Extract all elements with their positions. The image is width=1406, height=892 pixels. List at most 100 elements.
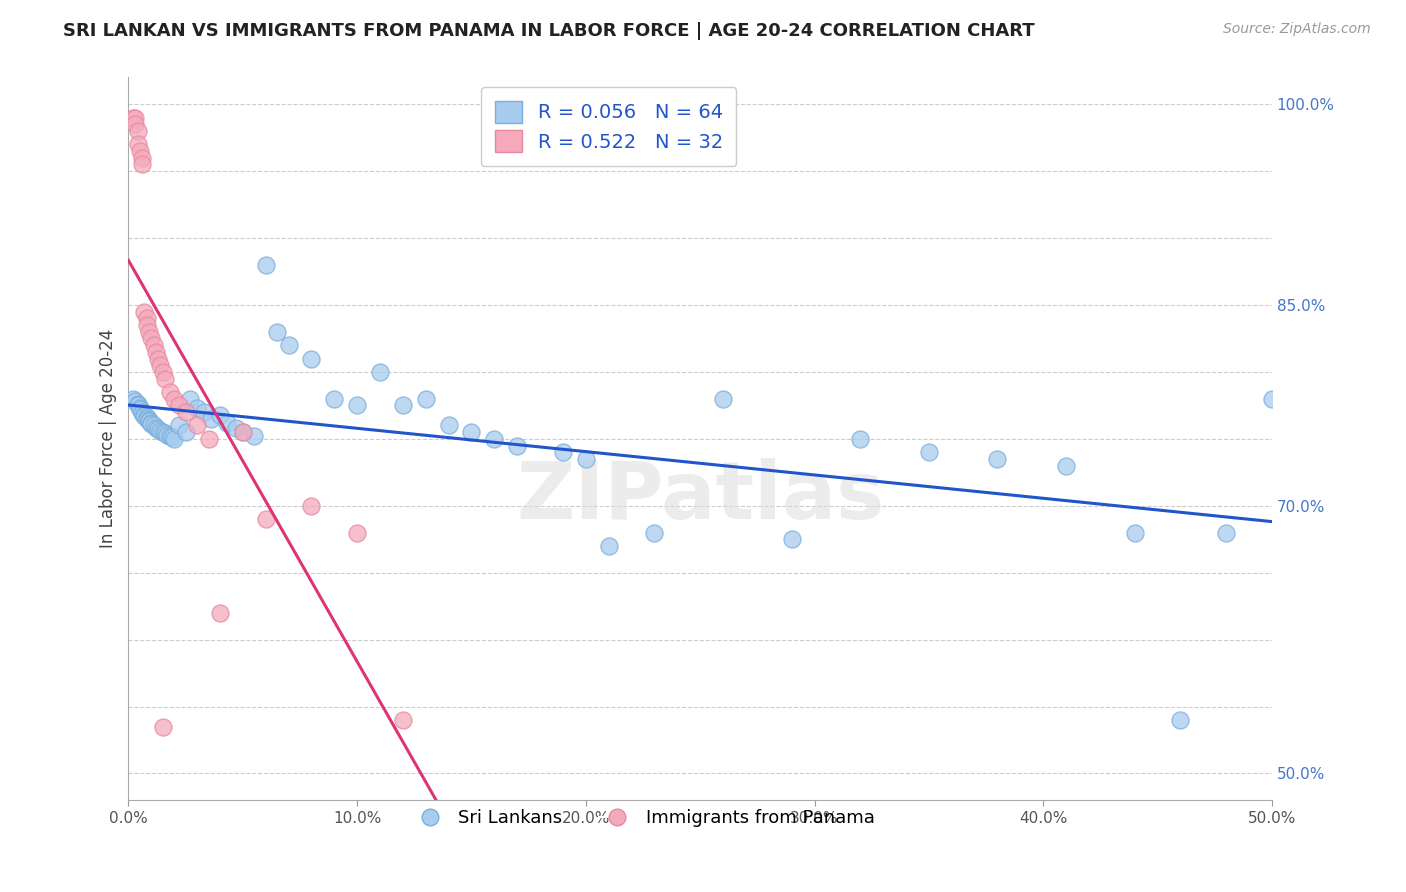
Point xyxy=(186,401,208,415)
Point xyxy=(174,425,197,439)
Point xyxy=(159,429,181,443)
Point xyxy=(299,351,322,366)
Point xyxy=(346,398,368,412)
Point xyxy=(160,430,183,444)
Point xyxy=(153,371,176,385)
Point xyxy=(484,432,506,446)
Point xyxy=(225,421,247,435)
Point xyxy=(127,398,149,412)
Point xyxy=(243,429,266,443)
Point xyxy=(460,425,482,439)
Point xyxy=(918,445,941,459)
Point xyxy=(277,338,299,352)
Point xyxy=(159,384,181,399)
Point xyxy=(142,338,165,352)
Point xyxy=(986,451,1008,466)
Point xyxy=(149,358,172,372)
Point xyxy=(575,451,598,466)
Point xyxy=(129,402,152,417)
Point xyxy=(131,406,153,420)
Point xyxy=(138,325,160,339)
Point xyxy=(124,394,146,409)
Point xyxy=(127,137,149,152)
Point xyxy=(141,416,163,430)
Point xyxy=(254,512,277,526)
Point xyxy=(148,351,170,366)
Text: ZIPatlas: ZIPatlas xyxy=(516,458,884,536)
Point xyxy=(415,392,437,406)
Point xyxy=(780,533,803,547)
Point xyxy=(174,405,197,419)
Point xyxy=(1123,525,1146,540)
Point xyxy=(208,408,231,422)
Point xyxy=(124,117,146,131)
Point xyxy=(1170,713,1192,727)
Point xyxy=(145,344,167,359)
Point xyxy=(299,499,322,513)
Point xyxy=(167,398,190,412)
Point xyxy=(551,445,574,459)
Point xyxy=(127,397,149,411)
Point xyxy=(437,418,460,433)
Point xyxy=(129,144,152,158)
Point xyxy=(152,720,174,734)
Point xyxy=(163,432,186,446)
Point xyxy=(643,525,665,540)
Legend: Sri Lankans, Immigrants from Panama: Sri Lankans, Immigrants from Panama xyxy=(405,802,882,835)
Point xyxy=(131,405,153,419)
Point xyxy=(131,157,153,171)
Point xyxy=(392,398,415,412)
Point xyxy=(197,432,219,446)
Point xyxy=(122,392,145,406)
Text: SRI LANKAN VS IMMIGRANTS FROM PANAMA IN LABOR FORCE | AGE 20-24 CORRELATION CHAR: SRI LANKAN VS IMMIGRANTS FROM PANAMA IN … xyxy=(63,22,1035,40)
Point xyxy=(849,432,872,446)
Point xyxy=(346,525,368,540)
Text: Source: ZipAtlas.com: Source: ZipAtlas.com xyxy=(1223,22,1371,37)
Point xyxy=(392,713,415,727)
Point xyxy=(141,417,163,431)
Point xyxy=(200,411,222,425)
Point xyxy=(1261,392,1284,406)
Point xyxy=(135,411,157,425)
Point xyxy=(1054,458,1077,473)
Point xyxy=(368,365,391,379)
Point xyxy=(152,365,174,379)
Point xyxy=(254,258,277,272)
Point xyxy=(135,410,157,425)
Point xyxy=(179,392,201,406)
Point xyxy=(122,111,145,125)
Point xyxy=(506,438,529,452)
Point xyxy=(131,151,153,165)
Point xyxy=(148,422,170,436)
Point xyxy=(138,413,160,427)
Point xyxy=(124,111,146,125)
Point xyxy=(266,325,288,339)
Point xyxy=(142,418,165,433)
Y-axis label: In Labor Force | Age 20-24: In Labor Force | Age 20-24 xyxy=(100,329,117,549)
Point xyxy=(127,124,149,138)
Point xyxy=(149,424,172,438)
Point xyxy=(232,425,254,439)
Point xyxy=(711,392,734,406)
Point xyxy=(135,311,157,326)
Point xyxy=(138,414,160,428)
Point xyxy=(186,418,208,433)
Point xyxy=(232,425,254,439)
Point xyxy=(141,331,163,345)
Point xyxy=(167,418,190,433)
Point xyxy=(163,392,186,406)
Point xyxy=(134,304,156,318)
Point xyxy=(215,416,238,430)
Point xyxy=(1215,525,1237,540)
Point xyxy=(323,392,346,406)
Point xyxy=(156,427,179,442)
Point xyxy=(145,421,167,435)
Point xyxy=(129,401,152,415)
Point xyxy=(134,408,156,422)
Point xyxy=(135,318,157,332)
Point xyxy=(134,409,156,423)
Point xyxy=(208,606,231,620)
Point xyxy=(193,405,215,419)
Point xyxy=(598,539,620,553)
Point xyxy=(152,425,174,439)
